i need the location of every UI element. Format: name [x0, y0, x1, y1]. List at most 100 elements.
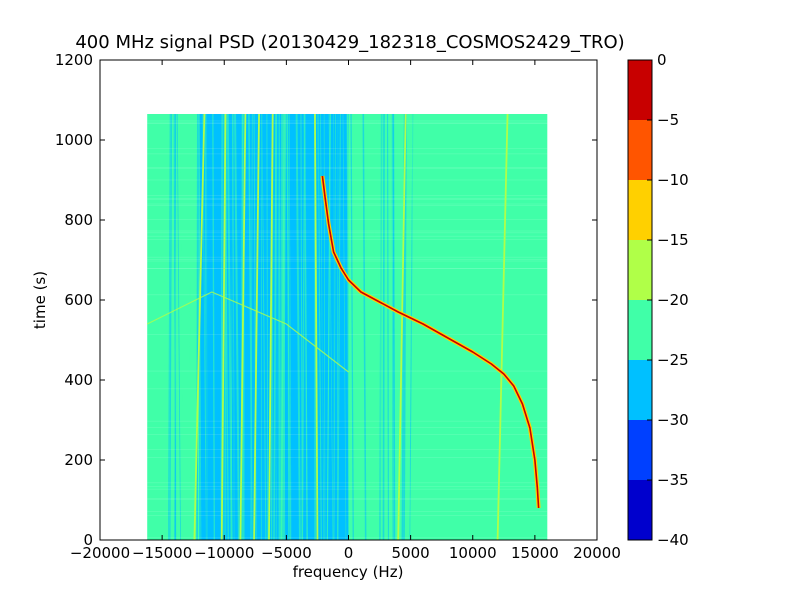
x-tick-label: 10000 [449, 544, 497, 562]
y-tick-label: 0 [83, 531, 93, 549]
y-tick-label: 200 [64, 451, 93, 469]
heatmap-streak [391, 113, 395, 540]
heatmap-streak [169, 113, 173, 540]
heatmap-streak [266, 113, 269, 540]
heatmap-streak [234, 113, 240, 540]
heatmap-streak [408, 113, 414, 540]
heatmap-streak [207, 113, 211, 540]
y-tick-label: 800 [64, 211, 93, 229]
heatmap-streak [379, 113, 383, 540]
heatmap-carrier-line [268, 113, 274, 540]
heatmap-carrier-line [397, 113, 407, 540]
colorbar-level [628, 480, 652, 540]
heatmap-streak [250, 113, 253, 540]
heatmap-streak [293, 113, 296, 540]
heatmap-streak [166, 113, 169, 540]
heatmap-streak [342, 113, 347, 540]
colorbar: 0 −5 −10 −15 −20 −25 −30 −35 −40 [627, 51, 689, 549]
heatmap-streak [350, 113, 354, 540]
colorbar-level [628, 300, 652, 360]
plot-area [146, 113, 548, 540]
colorbar-tick-label: 0 [657, 51, 667, 69]
heatmap-streak [212, 113, 216, 540]
heatmap-carrier-line [220, 113, 227, 540]
heatmap-streak [188, 113, 192, 540]
heatmap-streak [274, 113, 280, 540]
heatmap-streak [287, 113, 290, 540]
colorbar-level [628, 240, 652, 300]
y-tick-label: 1200 [55, 51, 93, 69]
y-tick-label: 1000 [55, 131, 93, 149]
heatmap-streak [196, 113, 200, 540]
heatmap-streak [346, 113, 352, 540]
x-axis-label: frequency (Hz) [293, 563, 404, 581]
x-tick-label: 20000 [573, 544, 621, 562]
colorbar-tick-label: −30 [657, 411, 689, 429]
heatmap-streak [295, 113, 301, 540]
heatmap-streak [326, 113, 331, 540]
axes: −20000 −15000 −10000 −5000 0 5000 10000 15000 20… [55, 51, 621, 562]
heatmap-streak [362, 113, 367, 540]
colorbar-tick-label: −15 [657, 231, 689, 249]
heatmap-streak [217, 113, 221, 540]
heatmap-streak [386, 113, 390, 540]
colorbar-level [628, 360, 652, 420]
colorbar-level [628, 120, 652, 180]
heatmap-carrier-line [193, 113, 206, 540]
colorbar-tick-label: −35 [657, 471, 689, 489]
y-tick-label: 400 [64, 371, 93, 389]
heatmap-streak [337, 113, 341, 540]
heatmap-streak [333, 113, 336, 540]
y-axis-label: time (s) [31, 271, 49, 329]
colorbar-tick-label: −5 [657, 111, 679, 129]
heatmap-streak [261, 113, 264, 540]
heatmap-streak [365, 113, 369, 540]
x-tick-label: 0 [344, 544, 354, 562]
heatmap-carrier-line [496, 113, 509, 540]
heatmap-streak [411, 113, 416, 540]
heatmap-streak [168, 113, 171, 540]
heatmap-streak [331, 113, 335, 540]
heatmap-streak [226, 113, 233, 540]
colorbar-tick-label: −40 [657, 531, 689, 549]
x-tick-label: −20000 [70, 544, 130, 562]
colorbar-level [628, 420, 652, 480]
heatmap-streak [273, 113, 277, 540]
y-tick-label: 600 [64, 291, 93, 309]
heatmap-streak [178, 113, 184, 540]
heatmap-streak [205, 113, 208, 540]
heatmap-streak [172, 113, 179, 540]
colorbar-tick-label: −25 [657, 351, 689, 369]
heatmap-carrier-line [314, 113, 319, 540]
heatmap-streak [403, 113, 407, 540]
colorbar-tick-label: −10 [657, 171, 689, 189]
x-tick-label: 15000 [511, 544, 559, 562]
heatmap-carrier-line [239, 113, 247, 540]
heatmap-carrier-line [253, 113, 260, 540]
heatmap-streak [282, 113, 286, 540]
heatmap-streak [180, 113, 184, 540]
heatmap-streak [230, 113, 235, 540]
heatmap-faint-trace [146, 291, 349, 373]
heatmap-streak [303, 113, 309, 540]
heatmap-streak [334, 113, 339, 540]
x-tick-label: −5000 [261, 544, 312, 562]
doppler-curve [321, 175, 540, 509]
x-tick-label: −15000 [132, 544, 192, 562]
heatmap-streak [308, 113, 312, 540]
colorbar-level [628, 180, 652, 240]
chart-title: 400 MHz signal PSD (20130429_182318_COSM… [75, 32, 624, 53]
heatmap-streak [162, 113, 166, 540]
heatmap-streak [300, 113, 303, 540]
colorbar-tick-label: −20 [657, 291, 689, 309]
heatmap-streak [207, 113, 212, 540]
heatmap-streak [408, 113, 411, 540]
x-tick-label: −10000 [194, 544, 254, 562]
x-tick-label: 5000 [392, 544, 430, 562]
heatmap-streak [382, 113, 385, 540]
heatmap-streak [220, 113, 223, 540]
colorbar-level [628, 60, 652, 120]
heatmap-streak [367, 113, 373, 540]
heatmap-streak [176, 113, 181, 540]
